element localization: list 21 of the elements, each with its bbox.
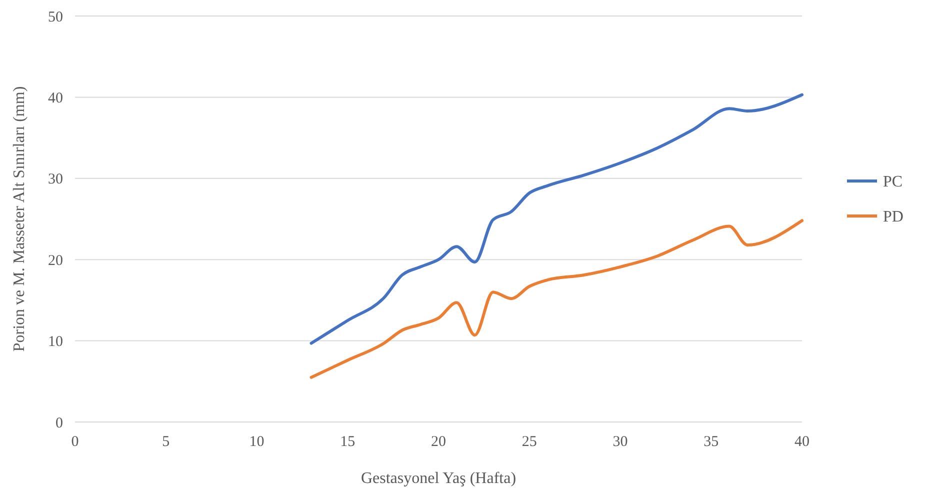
x-axis-title: Gestasyonel Yaş (Hafta): [360, 470, 516, 487]
y-tick-label: 10: [48, 334, 63, 350]
x-tick-label: 40: [794, 434, 810, 450]
x-tick-label: 15: [340, 434, 356, 450]
y-tick-label: 40: [48, 90, 63, 106]
legend-label: PC: [883, 174, 903, 191]
y-axis-title: Porion ve M. Masseter Alt Sınırları (mm): [11, 86, 28, 352]
legend-label: PD: [883, 208, 904, 226]
x-tick-label: 10: [249, 434, 264, 450]
x-tick-label: 20: [431, 434, 446, 450]
x-tick-label: 35: [704, 434, 719, 450]
x-tick-label: 25: [522, 434, 537, 450]
x-tick-label: 30: [612, 434, 628, 450]
y-tick-label: 20: [48, 252, 63, 269]
y-tick-label: 50: [48, 9, 63, 26]
y-tick-label: 0: [56, 415, 63, 432]
line-series: [310, 93, 804, 345]
x-tick-label: 5: [162, 434, 170, 450]
x-tick-label: 0: [71, 434, 79, 450]
line-series: [310, 219, 804, 379]
y-tick-label: 30: [48, 172, 63, 188]
